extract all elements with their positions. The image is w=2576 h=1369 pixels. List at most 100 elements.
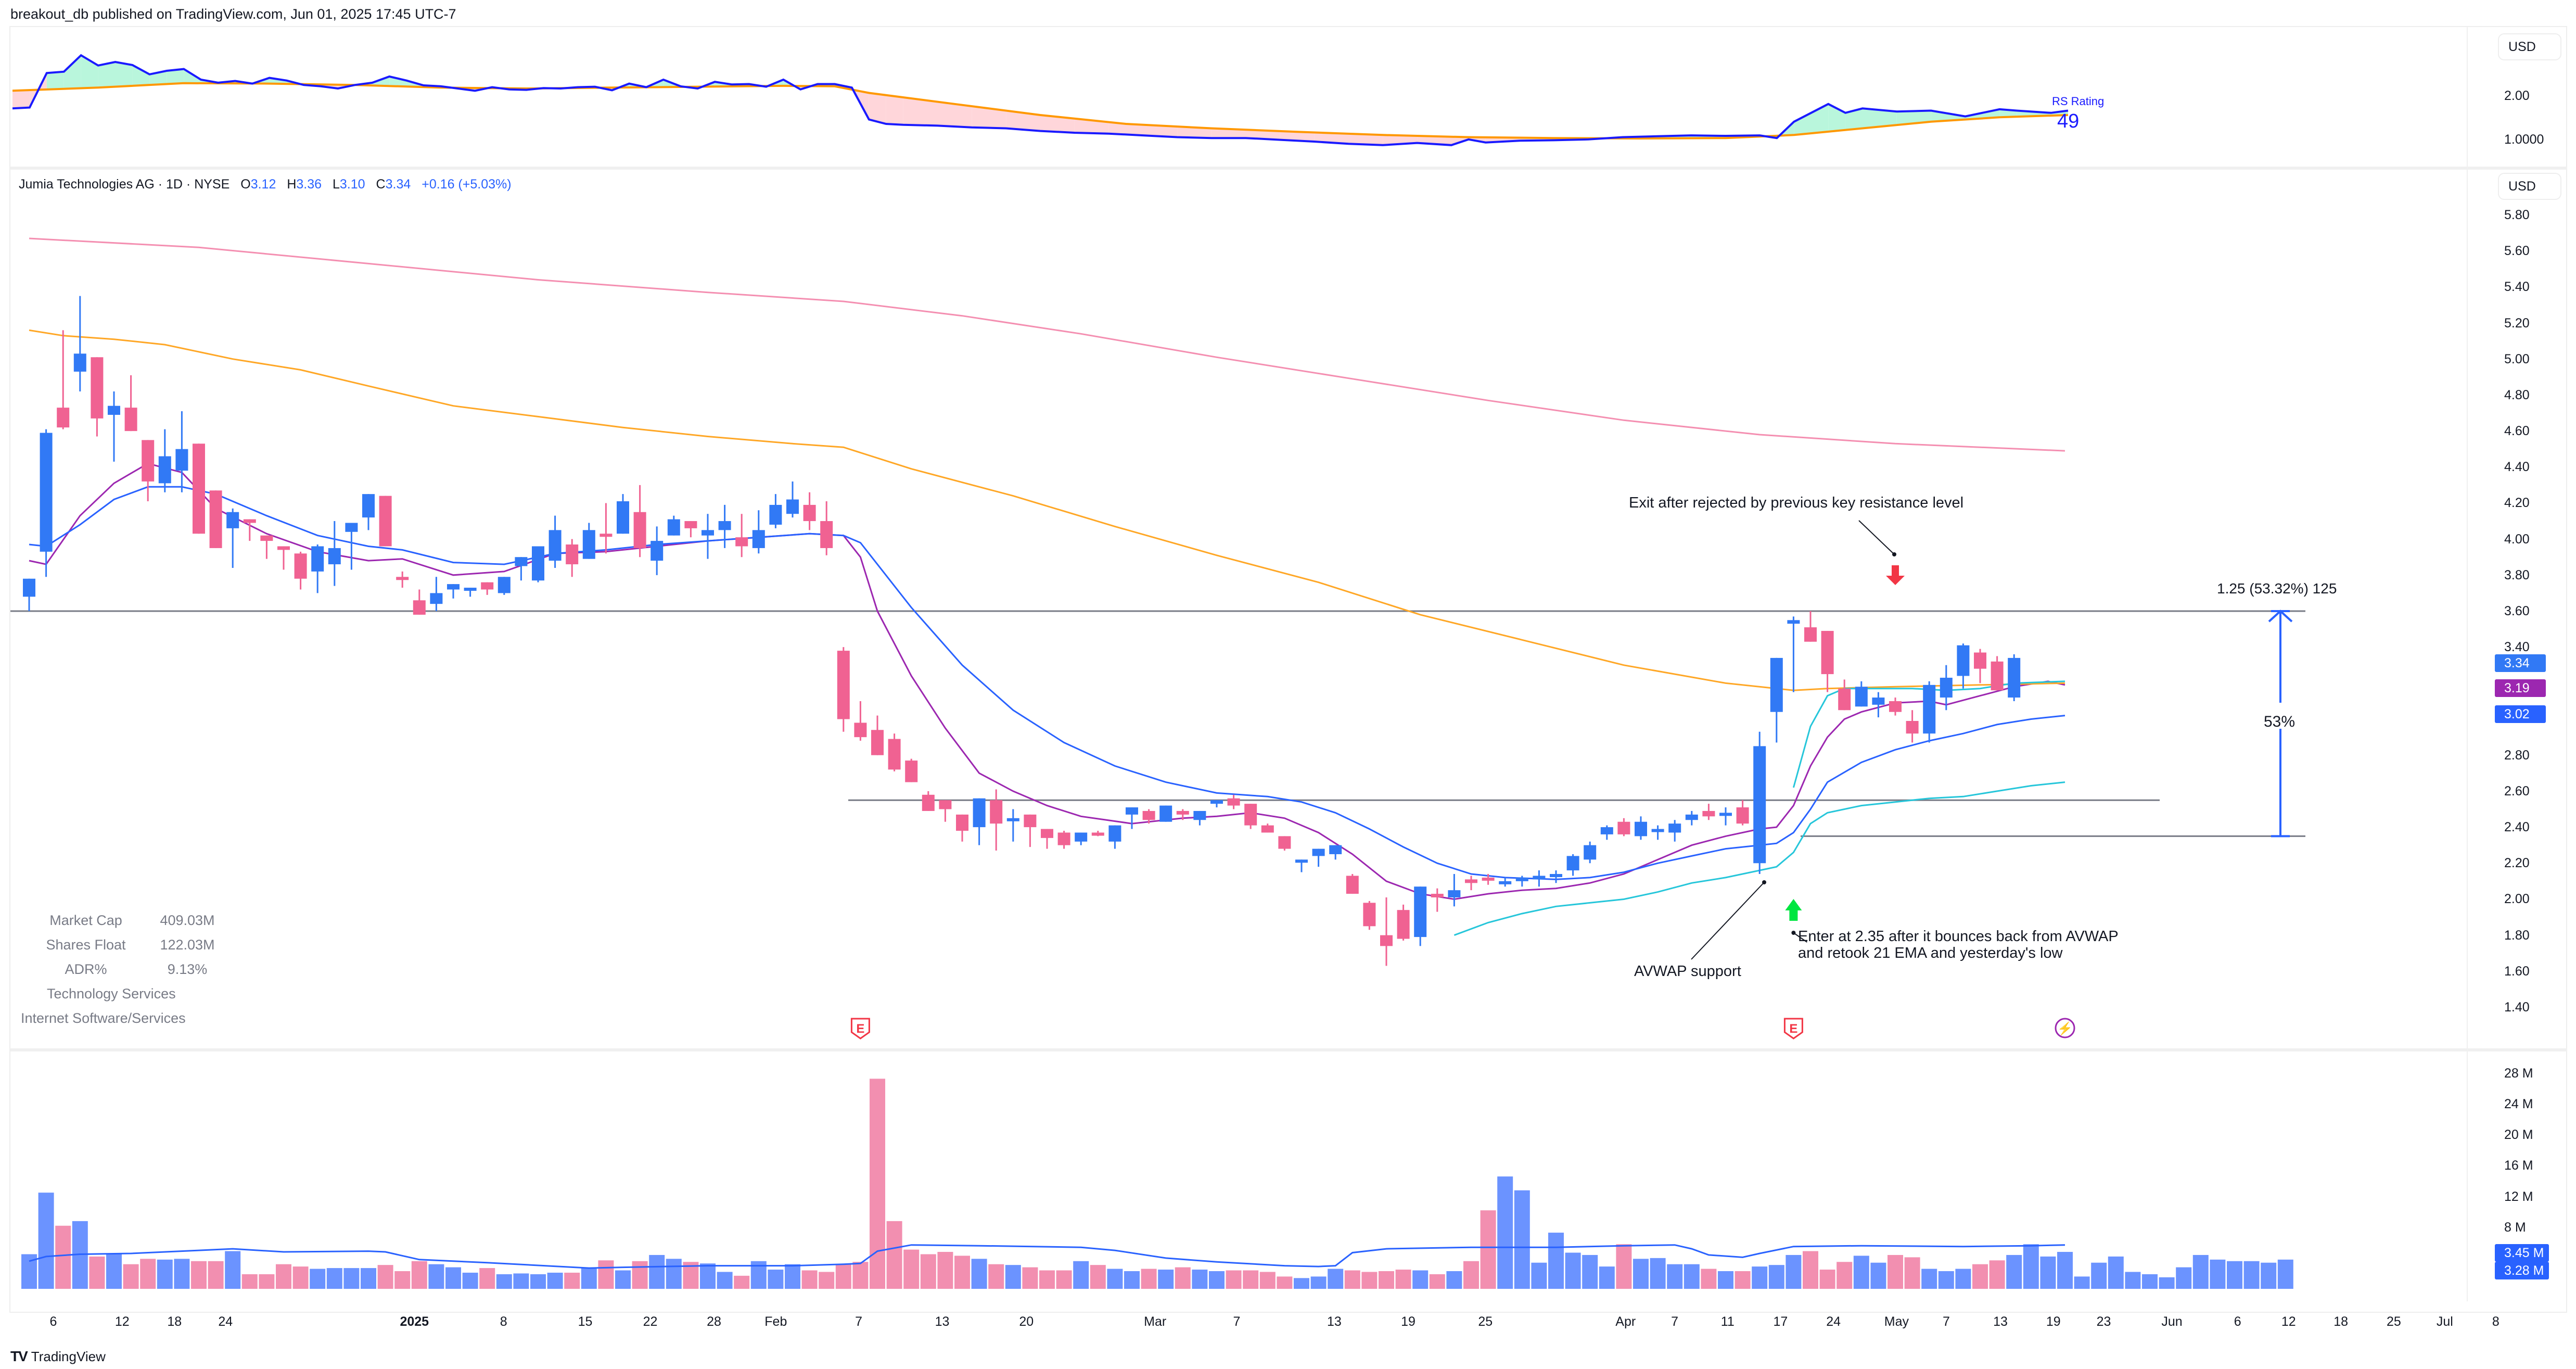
candle [1312, 848, 1325, 856]
volume-bar [768, 1270, 784, 1289]
candlestick-chart: E E ⚡ [10, 237, 2305, 1040]
time-axis-label: 20 [1019, 1314, 1034, 1329]
candle [1940, 677, 1953, 698]
candle [1159, 805, 1172, 822]
volume-bar [1073, 1261, 1089, 1289]
volume-histogram [21, 1079, 2293, 1289]
volume-bar [1480, 1210, 1496, 1289]
volume-bar [1667, 1264, 1683, 1289]
volume-bar [2006, 1254, 2022, 1289]
flash-event-icon[interactable]: ⚡ [2055, 1018, 2075, 1038]
price-axis[interactable]: USD 5.80 5.60 5.40 5.20 5.00 4.80 4.60 4.40 4.20… [2467, 170, 2567, 1049]
volume-bar [2210, 1259, 2226, 1289]
time-axis-label: 13 [935, 1314, 950, 1329]
time-axis-label: 17 [1773, 1314, 1788, 1329]
earnings-event-icon[interactable]: E [850, 1018, 870, 1040]
candle [735, 537, 748, 547]
volume-bar [937, 1252, 953, 1289]
volume-bar [89, 1256, 105, 1289]
candle [1685, 814, 1698, 820]
enter-annotation-line1[interactable]: Enter at 2.35 after it bounces back from… [1798, 928, 2119, 945]
close-value: 3.34 [385, 177, 411, 192]
earnings-event-icon[interactable]: E [1783, 1018, 1803, 1040]
volume-axis[interactable]: 28 M 24 M 20 M 16 M 12 M 8 M 3.45 M 3.28 M [2467, 1051, 2567, 1301]
volume-bar [1888, 1254, 1903, 1289]
volume-bar [259, 1274, 275, 1289]
candle [1091, 832, 1104, 836]
price-tag: 3.02 [2495, 705, 2546, 723]
candle [226, 512, 239, 528]
volume-bar [920, 1254, 936, 1289]
volume-bar [1768, 1265, 1784, 1289]
volume-bar [1870, 1262, 1886, 1289]
candle [430, 593, 443, 604]
volume-bar [55, 1225, 71, 1289]
rs-rating-value: 49 [2057, 110, 2080, 132]
price-pane[interactable]: E E ⚡ [10, 170, 2467, 1049]
symbol-legend[interactable]: Jumia Technologies AG · 1D · NYSE O3.12 … [19, 177, 512, 192]
candle [854, 722, 867, 738]
candle [175, 449, 188, 471]
candle [1108, 825, 1121, 842]
candle [1533, 876, 1546, 880]
volume-bar [1837, 1262, 1853, 1289]
volume-bar [632, 1261, 648, 1289]
candle [990, 800, 1003, 824]
pane-separator[interactable] [10, 1048, 2567, 1051]
volume-bar [2091, 1262, 2107, 1289]
volume-bar [1718, 1271, 1733, 1289]
measure-label[interactable]: 1.25 (53.32%) 125 [2217, 580, 2337, 597]
currency-button[interactable]: USD [2498, 33, 2561, 60]
enter-annotation-line2[interactable]: and retook 21 EMA and yesterday's low [1798, 945, 2063, 961]
price-axis-tick: 4.40 [2504, 460, 2530, 475]
candle [549, 530, 562, 561]
volume-pane[interactable] [10, 1051, 2467, 1301]
tradingview-logo[interactable]: TV TradingView [10, 1348, 106, 1364]
candle [481, 582, 494, 590]
candle [1566, 856, 1579, 871]
volume-bar [903, 1249, 920, 1289]
price-tag: 3.19 [2495, 679, 2546, 697]
rs-line-chart [12, 54, 2069, 146]
candle [1295, 859, 1308, 863]
volume-bar [1039, 1270, 1055, 1289]
volume-bar [1141, 1269, 1157, 1289]
volume-bar [835, 1264, 851, 1289]
volume-bar [1684, 1264, 1700, 1289]
exit-annotation[interactable]: Exit after rejected by previous key resi… [1629, 495, 1964, 511]
candle [1600, 827, 1613, 834]
time-axis-label: 12 [114, 1314, 130, 1329]
price-axis-tick: 4.60 [2504, 424, 2530, 439]
volume-bar [1124, 1271, 1140, 1289]
volume-bar [717, 1272, 733, 1289]
time-axis-label: Mar [1144, 1314, 1167, 1329]
time-axis-label: Jul [2436, 1314, 2453, 1329]
price-axis-tick: 4.80 [2504, 387, 2530, 402]
candle [566, 544, 579, 565]
rs-price-axis[interactable]: USD 2.00 1.0000 [2467, 27, 2567, 167]
price-axis-tick: 5.60 [2504, 244, 2530, 259]
volume-bar [1005, 1265, 1021, 1289]
time-axis-label: 7 [1233, 1314, 1241, 1329]
currency-button[interactable]: USD [2498, 173, 2561, 200]
volume-bar [1022, 1267, 1038, 1289]
candle [582, 530, 595, 559]
time-axis-label: 15 [578, 1314, 593, 1329]
price-axis-tick: 1.80 [2504, 928, 2530, 943]
rs-pane[interactable] [10, 27, 2467, 167]
price-axis-tick: 5.40 [2504, 280, 2530, 295]
volume-bar [615, 1270, 631, 1289]
volume-bar [1531, 1262, 1547, 1289]
rs-line [12, 54, 2069, 146]
volume-bar [377, 1265, 393, 1289]
candle [600, 534, 613, 537]
volume-bar [2243, 1261, 2260, 1289]
volume-bar [564, 1272, 580, 1289]
time-axis-label: 25 [2386, 1314, 2401, 1329]
time-axis-label: 6 [49, 1314, 57, 1329]
candle [294, 553, 307, 579]
volume-bar [1582, 1254, 1598, 1289]
volume-bar [666, 1259, 682, 1289]
pane-separator[interactable] [10, 167, 2567, 170]
avwap-annotation[interactable]: AVWAP support [1634, 963, 1741, 980]
